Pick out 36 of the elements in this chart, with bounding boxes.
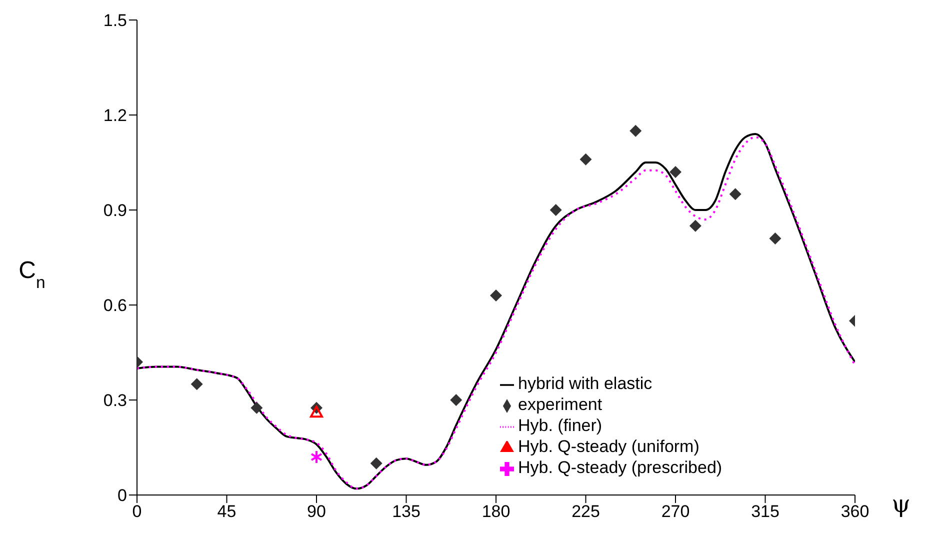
point — [769, 232, 782, 244]
point — [310, 450, 322, 464]
legend-label: hybrid with elastic — [518, 374, 652, 393]
x-tick-label: 90 — [307, 502, 326, 522]
point — [670, 166, 682, 178]
point — [450, 394, 462, 406]
x-tick-label: 135 — [392, 502, 420, 522]
legend-label: Hyb. Q-steady (uniform) — [518, 437, 700, 456]
x-tick-label: 360 — [840, 502, 870, 522]
x-tick-label: 45 — [217, 502, 236, 522]
point — [310, 406, 323, 418]
y-tick-label: 0.6 — [103, 296, 127, 316]
x-axis-title: ψ — [892, 490, 910, 518]
point — [689, 220, 702, 232]
point — [250, 402, 263, 414]
y-tick-label: 0 — [118, 486, 127, 506]
x-tick-label: 0 — [132, 502, 142, 522]
point — [190, 378, 203, 390]
x-tick-label: 270 — [661, 502, 690, 522]
x-tick-label: 225 — [572, 502, 600, 522]
x-tick-label: 315 — [751, 502, 780, 522]
y-tick-label: 0.3 — [103, 391, 127, 410]
y-tick-label: 1.2 — [103, 106, 127, 126]
point — [630, 124, 642, 137]
legend-label: experiment — [518, 395, 602, 414]
point — [729, 188, 742, 200]
y-tick-label: 0.9 — [103, 201, 127, 220]
point — [370, 457, 382, 470]
point — [580, 153, 592, 166]
y-tick-label: 1.5 — [103, 11, 127, 30]
point — [490, 290, 502, 302]
y-axis-title: C$_{n}$ — [18, 257, 46, 292]
x-tick-label: 180 — [482, 502, 510, 522]
point — [550, 204, 562, 216]
legend-label: Hyb. (finer) — [518, 416, 602, 435]
legend-label: Hyb. Q-steady (prescribed) — [518, 458, 722, 477]
